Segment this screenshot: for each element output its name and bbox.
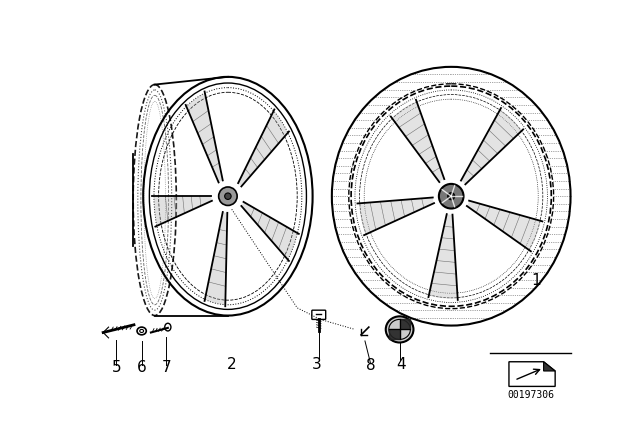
Polygon shape — [359, 198, 434, 235]
Text: 3: 3 — [312, 357, 321, 371]
Polygon shape — [392, 101, 444, 182]
Polygon shape — [238, 111, 288, 186]
Text: 4: 4 — [396, 357, 406, 371]
Polygon shape — [241, 202, 298, 260]
Ellipse shape — [225, 193, 231, 199]
Ellipse shape — [386, 316, 413, 343]
Ellipse shape — [448, 193, 454, 200]
Text: 5: 5 — [111, 361, 121, 375]
Polygon shape — [154, 196, 212, 226]
Polygon shape — [543, 362, 555, 371]
Polygon shape — [389, 329, 399, 340]
Polygon shape — [205, 212, 227, 305]
Text: 2: 2 — [227, 357, 237, 371]
Text: 1: 1 — [531, 273, 541, 289]
Ellipse shape — [219, 187, 237, 206]
Polygon shape — [187, 93, 223, 182]
Polygon shape — [399, 319, 410, 329]
Text: 00197306: 00197306 — [507, 390, 554, 400]
Text: 6: 6 — [137, 361, 147, 375]
Polygon shape — [429, 214, 458, 299]
Text: 7: 7 — [161, 361, 171, 375]
Polygon shape — [461, 109, 522, 184]
Ellipse shape — [439, 184, 463, 208]
Polygon shape — [467, 201, 541, 250]
Text: 8: 8 — [365, 358, 375, 373]
